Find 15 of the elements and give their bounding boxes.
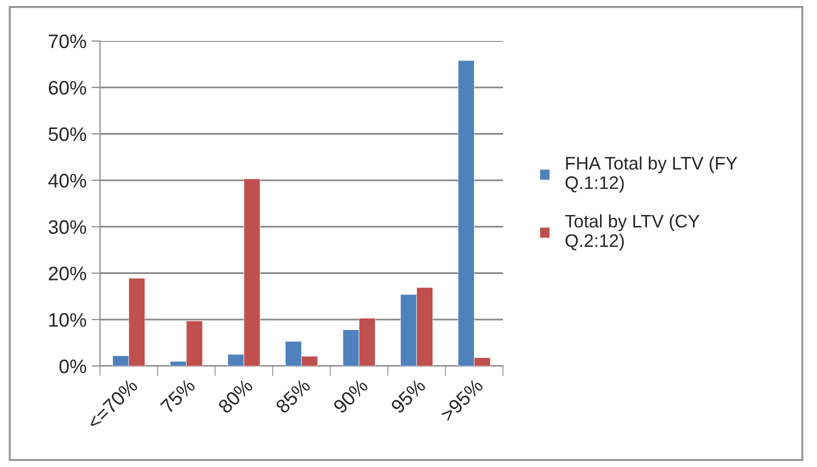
y-tick-label: 20%	[48, 266, 86, 280]
legend-label: FHA Total by LTV (FY Q.1:12)	[566, 156, 738, 193]
x-tick-label: 85%	[274, 378, 312, 414]
y-tick-label: 60%	[48, 80, 86, 95]
x-tick-label: 80%	[217, 378, 254, 414]
x-tick-label: 75%	[160, 378, 196, 414]
y-tick-label: 10%	[49, 313, 86, 327]
y-tick-label: 70%	[48, 34, 86, 48]
y-tick-label: 30%	[48, 220, 86, 234]
y-tick-label: 40%	[48, 174, 86, 188]
x-tick-label: 90%	[332, 378, 369, 414]
y-tick-label: 0%	[59, 359, 86, 374]
y-tick-label: 50%	[48, 127, 86, 142]
x-tick-label: 95%	[390, 378, 426, 414]
legend-label: Total by LTV (CY Q.2:12)	[565, 214, 700, 251]
